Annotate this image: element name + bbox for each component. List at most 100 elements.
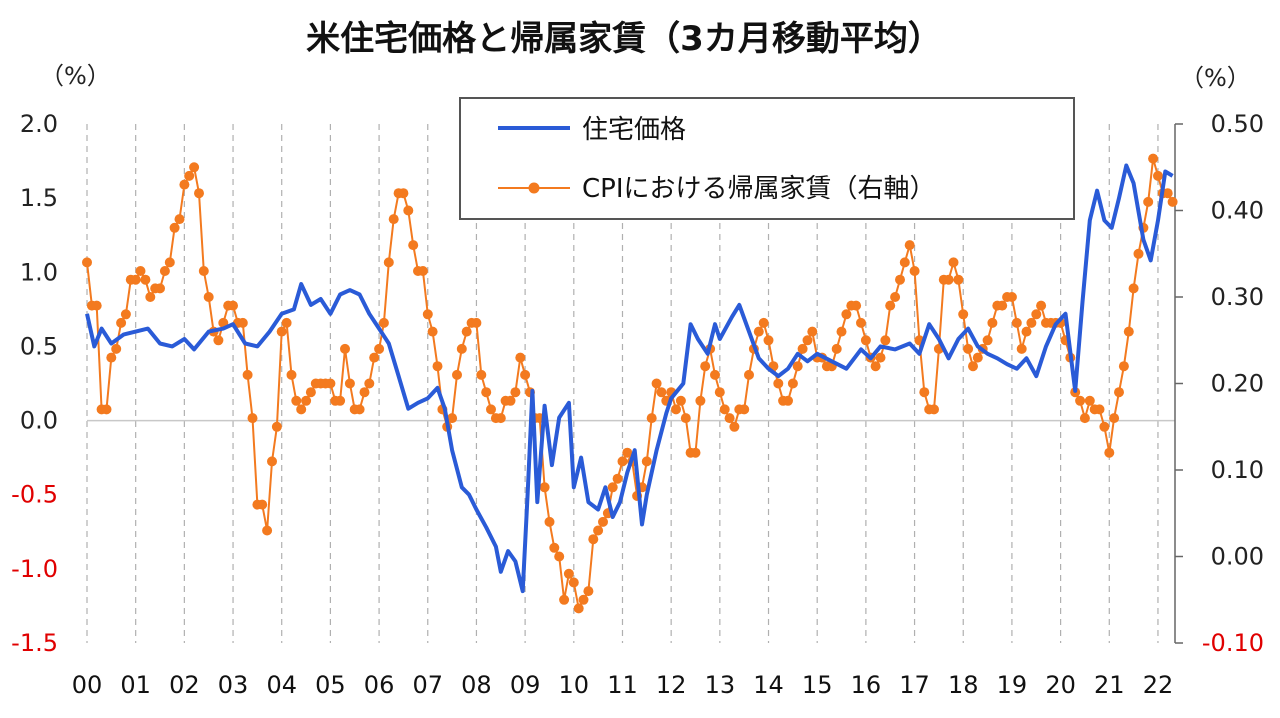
series-point bbox=[860, 335, 871, 346]
series-point bbox=[340, 343, 350, 354]
x-tick-label: 11 bbox=[607, 671, 638, 699]
right-tick-label: 0.00 bbox=[1211, 543, 1264, 571]
series-point bbox=[841, 309, 852, 320]
series-point bbox=[359, 387, 370, 398]
series-point bbox=[1075, 395, 1086, 406]
series-point bbox=[510, 387, 521, 398]
series-point bbox=[417, 266, 428, 276]
series-point bbox=[111, 343, 122, 354]
series-point bbox=[870, 361, 881, 372]
series-point bbox=[1104, 447, 1115, 458]
left-tick-label: 0.5 bbox=[20, 332, 58, 360]
left-tick-label: 0.0 bbox=[20, 407, 58, 435]
series-point bbox=[169, 222, 180, 233]
x-tick-label: 19 bbox=[997, 671, 1028, 699]
series-point bbox=[291, 395, 302, 406]
series-point bbox=[408, 240, 419, 251]
series-point bbox=[953, 274, 964, 285]
series-point bbox=[155, 283, 165, 294]
x-tick-label: 12 bbox=[656, 671, 687, 699]
series-point bbox=[836, 326, 847, 337]
series-point bbox=[792, 361, 803, 372]
series-point bbox=[948, 257, 959, 268]
legend-label-oer: CPIにおける帰属家賃（右軸） bbox=[582, 174, 936, 204]
series-layer bbox=[82, 153, 1178, 614]
right-tick-label: 0.50 bbox=[1211, 110, 1264, 138]
series-point bbox=[875, 352, 886, 363]
x-tick-label: 15 bbox=[802, 671, 833, 699]
series-point bbox=[432, 361, 443, 372]
series-point bbox=[972, 352, 983, 363]
series-point bbox=[145, 292, 156, 302]
series-point bbox=[257, 499, 268, 510]
series-point bbox=[710, 369, 720, 380]
series-point bbox=[617, 456, 628, 467]
series-point bbox=[690, 447, 701, 458]
series-point bbox=[422, 309, 433, 320]
series-point bbox=[369, 352, 380, 363]
series-point bbox=[228, 300, 238, 311]
series-point bbox=[899, 257, 910, 268]
series-point bbox=[1026, 317, 1037, 328]
series-point bbox=[831, 343, 842, 354]
series-point bbox=[378, 317, 389, 328]
x-tick-label: 13 bbox=[705, 671, 736, 699]
series-point bbox=[856, 317, 866, 328]
series-point bbox=[383, 257, 394, 268]
series-point bbox=[783, 395, 793, 406]
series-point bbox=[963, 343, 974, 354]
series-point bbox=[763, 335, 774, 346]
series-point bbox=[593, 525, 604, 536]
series-point bbox=[744, 369, 754, 380]
series-point bbox=[106, 352, 117, 363]
series-point bbox=[476, 369, 487, 380]
series-point bbox=[714, 387, 725, 398]
series-point bbox=[1114, 387, 1124, 398]
series-point bbox=[651, 378, 662, 389]
legend-marker-oer bbox=[528, 182, 540, 194]
x-tick-label: 04 bbox=[266, 671, 297, 699]
series-point bbox=[968, 361, 978, 372]
series-point bbox=[753, 326, 764, 337]
series-point bbox=[198, 266, 209, 276]
series-point bbox=[773, 378, 784, 389]
series-point bbox=[495, 413, 506, 424]
chart-title: 米住宅価格と帰属家賃（3カ月移動平均） bbox=[306, 19, 942, 59]
series-point bbox=[403, 205, 414, 216]
series-point bbox=[598, 516, 608, 527]
series-point bbox=[549, 542, 560, 553]
x-tick-label: 02 bbox=[169, 671, 200, 699]
series-point bbox=[787, 378, 798, 389]
series-point bbox=[675, 395, 686, 406]
x-tick-label: 20 bbox=[1045, 671, 1076, 699]
series-point bbox=[1133, 248, 1144, 259]
right-tick-label: 0.40 bbox=[1211, 197, 1264, 225]
x-tick-label: 09 bbox=[510, 671, 541, 699]
series-point bbox=[101, 404, 112, 415]
series-point bbox=[573, 603, 584, 614]
series-point bbox=[364, 378, 375, 389]
series-point bbox=[656, 387, 667, 398]
series-point bbox=[1021, 326, 1032, 337]
series-point bbox=[427, 326, 438, 337]
left-tick-label: 2.0 bbox=[20, 110, 58, 138]
series-point bbox=[724, 413, 735, 424]
series-point bbox=[885, 300, 896, 311]
series-point bbox=[1099, 421, 1110, 432]
series-point bbox=[739, 404, 750, 415]
series-point bbox=[904, 240, 915, 251]
right-tick-label: -0.10 bbox=[1202, 629, 1264, 657]
series-point bbox=[286, 369, 297, 380]
right-axis-ticks: 0.50 0.40 0.30 0.20 0.10 0.00 -0.10 bbox=[1202, 110, 1264, 657]
series-point bbox=[281, 317, 292, 328]
series-point bbox=[1094, 404, 1105, 415]
series-point bbox=[505, 395, 516, 406]
legend: 住宅価格 CPIにおける帰属家賃（右軸） bbox=[459, 97, 1075, 220]
series-point bbox=[296, 404, 307, 415]
series-point bbox=[641, 456, 652, 467]
x-tick-label: 03 bbox=[218, 671, 249, 699]
series-point bbox=[807, 326, 818, 337]
series-point bbox=[120, 309, 131, 320]
series-point bbox=[559, 594, 570, 605]
series-line bbox=[85, 163, 1174, 594]
